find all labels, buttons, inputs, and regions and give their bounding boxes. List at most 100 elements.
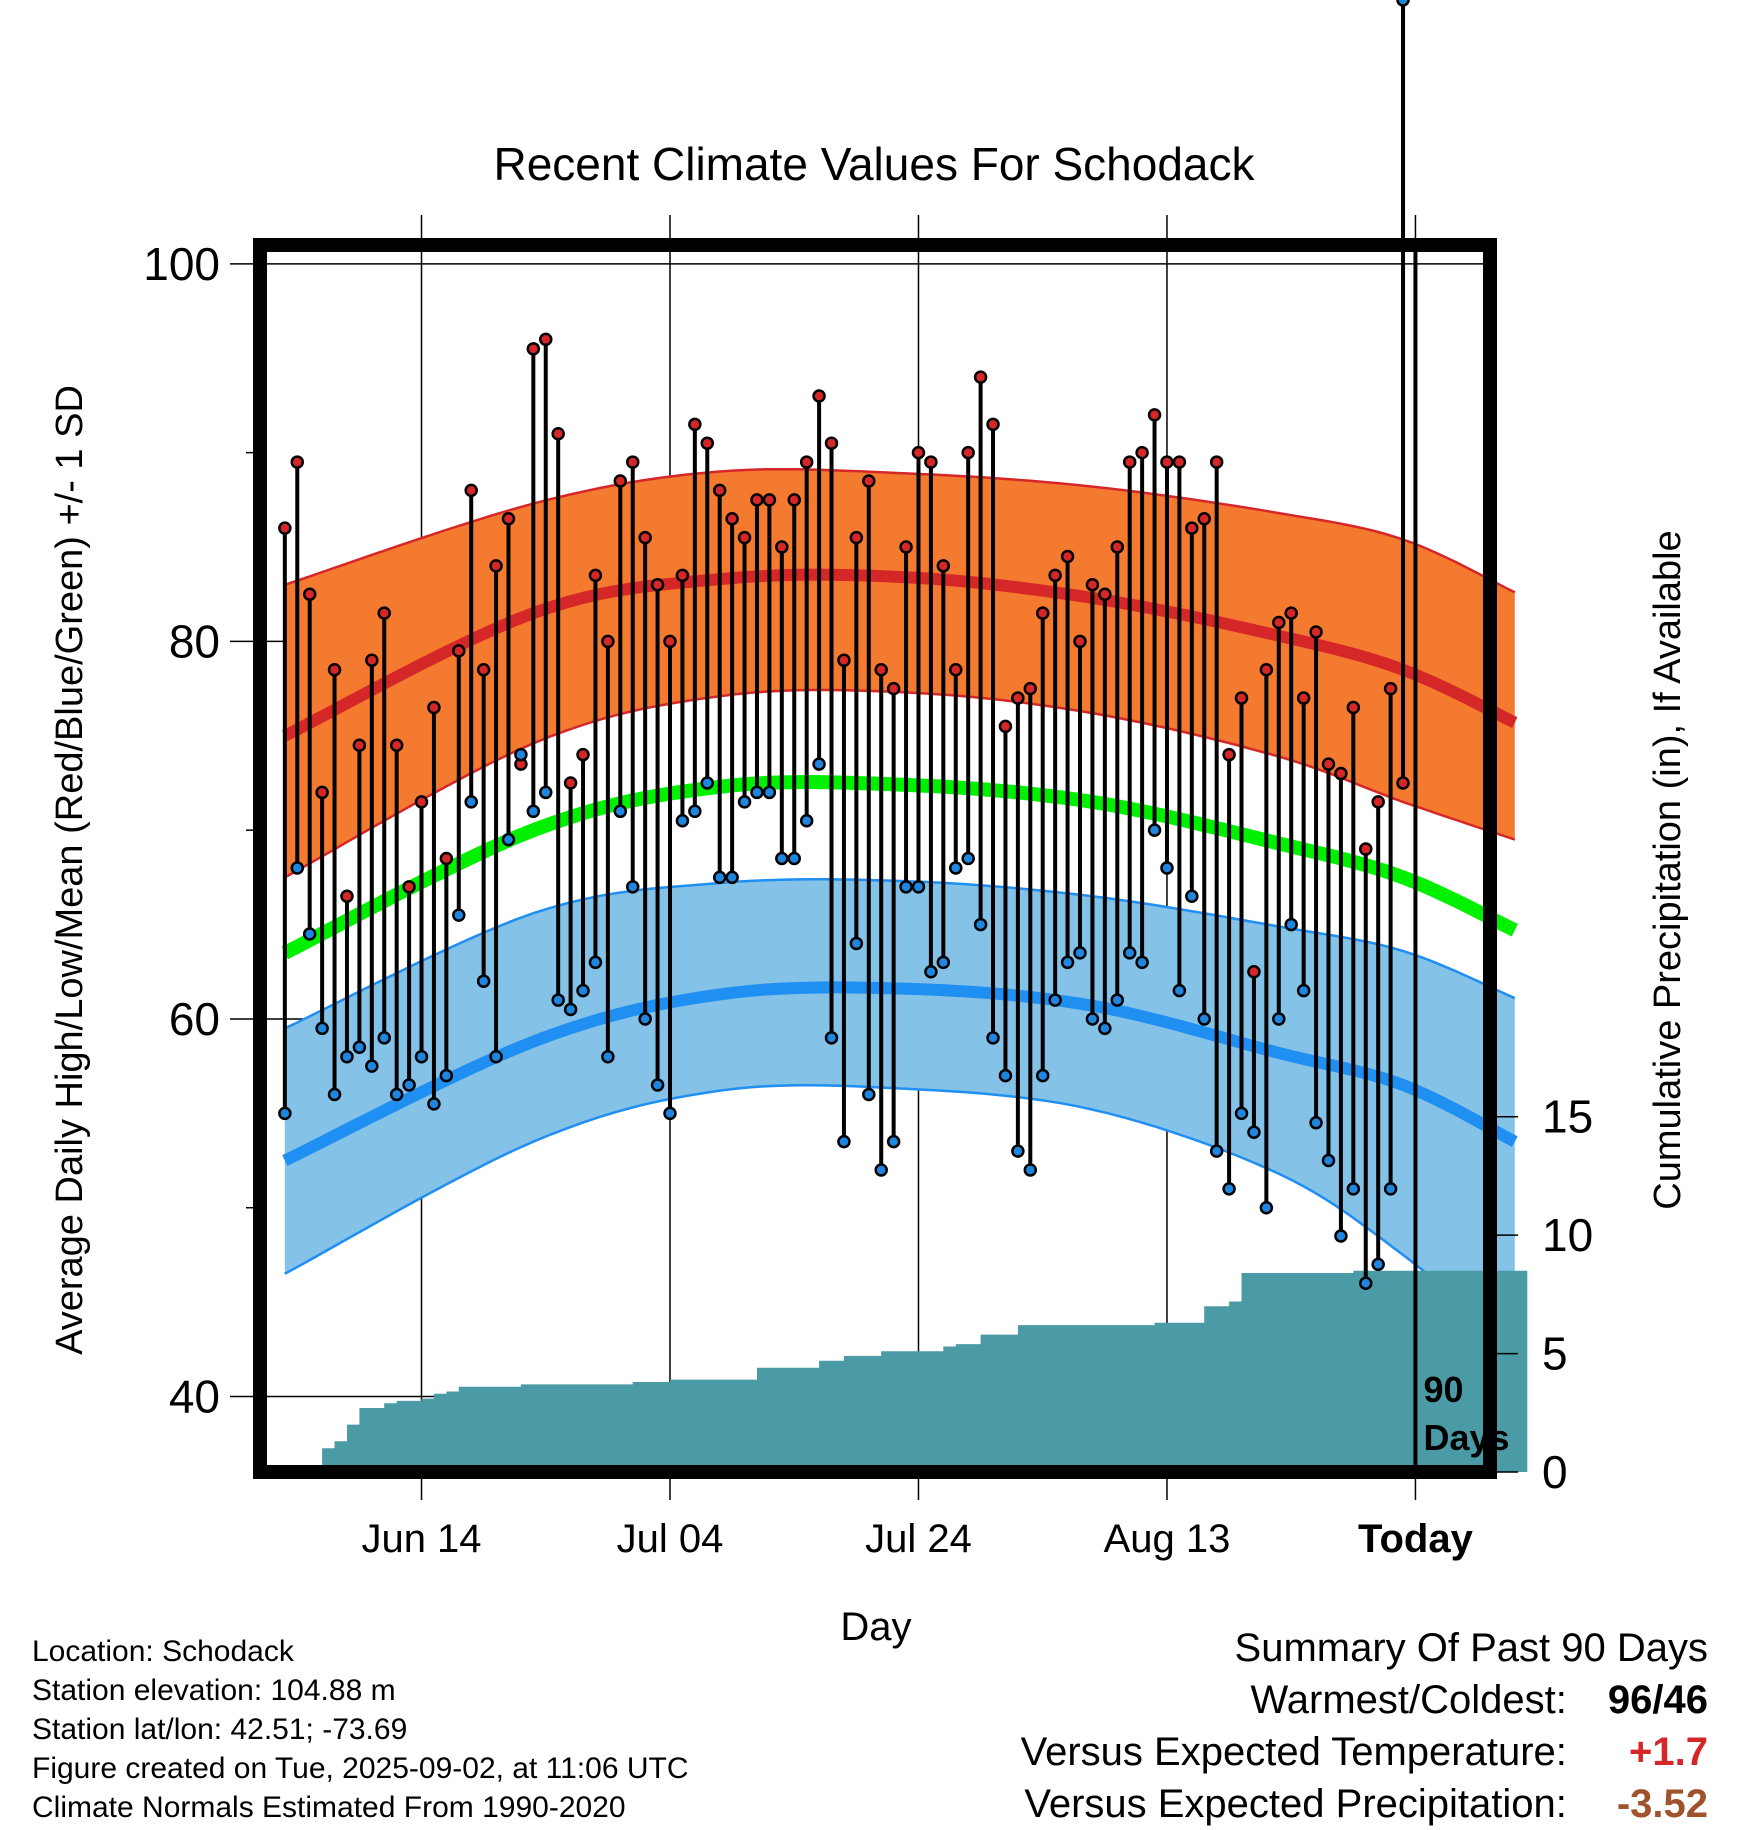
day-low-point (700, 776, 715, 790)
day-low-point (1073, 946, 1087, 960)
day-high-point (464, 483, 478, 498)
day-low-point (1035, 1068, 1050, 1083)
day-low-point (514, 747, 528, 762)
day-high-point (588, 568, 603, 583)
day-high-point (1234, 691, 1249, 705)
today-label-line1: 90 (1423, 1369, 1463, 1410)
day-high-point (1321, 757, 1336, 771)
day-low-point (886, 1134, 901, 1149)
day-low-point (1321, 1153, 1336, 1168)
day-low-point (1110, 993, 1125, 1007)
day-low-point (576, 983, 590, 998)
day-low-point (439, 1068, 454, 1083)
day-high-point (489, 559, 503, 573)
today-label-line2: Days (1423, 1417, 1509, 1458)
x-tick-label: Jun 14 (361, 1517, 481, 1561)
daily-range-stems (282, 0, 1406, 1284)
low-normal-line (282, 981, 1518, 1166)
x-tick-label: Today (1358, 1517, 1474, 1561)
y-axis-label: Average Daily High/Low/Mean (Red/Blue/Gr… (49, 385, 91, 1355)
day-low-point (1209, 1144, 1224, 1158)
day-low-point (1011, 1144, 1025, 1158)
day-low-point (650, 1078, 665, 1092)
precip-label: Versus Expected Precipitation: (1024, 1782, 1567, 1826)
day-high-point (1346, 700, 1361, 715)
day-low-point (278, 1106, 292, 1121)
day-high-point (576, 747, 590, 762)
y-right-tick-label: 15 (1542, 1091, 1593, 1143)
day-high-point (725, 511, 739, 526)
station-info: Location: Schodack Station elevation: 10… (32, 1632, 689, 1827)
day-high-point (1011, 691, 1025, 705)
y-right-axis-label: Cumulative Precipitation (in), If Availa… (1647, 530, 1689, 1209)
day-low-point (1060, 955, 1075, 970)
y-right-tick-label: 10 (1542, 1209, 1593, 1261)
day-high-point (862, 474, 876, 488)
day-low-point (563, 1002, 578, 1017)
day-high-point (1371, 795, 1385, 809)
day-low-point (365, 1059, 379, 1073)
day-low-point (849, 936, 864, 951)
summary-temp-row: Versus Expected Temperature: +1.7 (1021, 1726, 1708, 1778)
day-high-point (837, 653, 851, 668)
day-low-point (377, 1031, 391, 1045)
day-low-point (1309, 1116, 1323, 1130)
day-low-point (464, 795, 478, 809)
day-low-point (1135, 955, 1149, 970)
warmest-value: 96 (1607, 1678, 1653, 1722)
day-high-point (389, 738, 404, 752)
day-high-point (663, 634, 677, 649)
y-tick-label: 40 (169, 1370, 220, 1422)
day-low-point (1359, 1276, 1373, 1290)
day-low-point (327, 1087, 342, 1102)
day-low-point (924, 965, 938, 979)
day-high-point (501, 511, 516, 526)
day-low-point (663, 1106, 677, 1121)
day-high-point (1098, 587, 1112, 601)
day-low-point (1222, 1182, 1236, 1196)
day-high-point (1122, 455, 1137, 469)
low-band (284, 879, 1515, 1350)
day-high-point (377, 606, 391, 620)
day-low-point (1396, 0, 1410, 7)
y-right-tick-label: 0 (1542, 1446, 1568, 1498)
day-high-point (414, 795, 429, 809)
precip-area (284, 1270, 1528, 1472)
day-high-point (526, 342, 541, 356)
day-low-point (638, 1012, 652, 1026)
day-high-point (638, 530, 652, 545)
day-low-point (949, 861, 963, 875)
day-high-point (1023, 681, 1038, 696)
day-low-point (489, 1049, 503, 1064)
day-high-point (1259, 662, 1274, 677)
axes: 40 60 80 100 0 5 10 15 Jun 14 Jul 04 Jul 24 Aug 13 T… (143, 238, 1593, 1561)
day-low-point (1296, 983, 1311, 998)
day-low-point (688, 804, 702, 819)
day-high-point (688, 417, 702, 432)
coldest-value: 46 (1663, 1678, 1709, 1722)
day-high-point (315, 785, 329, 800)
day-low-point (1247, 1125, 1261, 1139)
day-high-point (650, 578, 665, 592)
day-high-point (762, 493, 777, 507)
day-high-point (452, 644, 466, 658)
day-low-point (402, 1078, 416, 1092)
day-low-point (613, 804, 628, 819)
day-high-point (402, 880, 416, 894)
day-low-point (414, 1049, 429, 1064)
summary-panel: Summary Of Past 90 Days Warmest/Coldest:… (1021, 1622, 1708, 1830)
day-high-point (986, 417, 1000, 432)
day-high-point (911, 445, 926, 460)
day-low-point (762, 785, 777, 800)
day-high-point (899, 540, 913, 554)
day-high-point (439, 851, 454, 866)
day-high-point (1222, 747, 1236, 762)
day-high-point (1209, 455, 1224, 469)
summary-warmest-coldest-row: Warmest/Coldest: 96/46 (1021, 1674, 1709, 1726)
y-tick-label: 60 (169, 993, 220, 1045)
day-high-point (1309, 625, 1323, 639)
day-low-point (874, 1163, 888, 1177)
day-low-point (1085, 1012, 1100, 1026)
day-low-point (340, 1049, 354, 1064)
day-low-point (911, 880, 926, 894)
